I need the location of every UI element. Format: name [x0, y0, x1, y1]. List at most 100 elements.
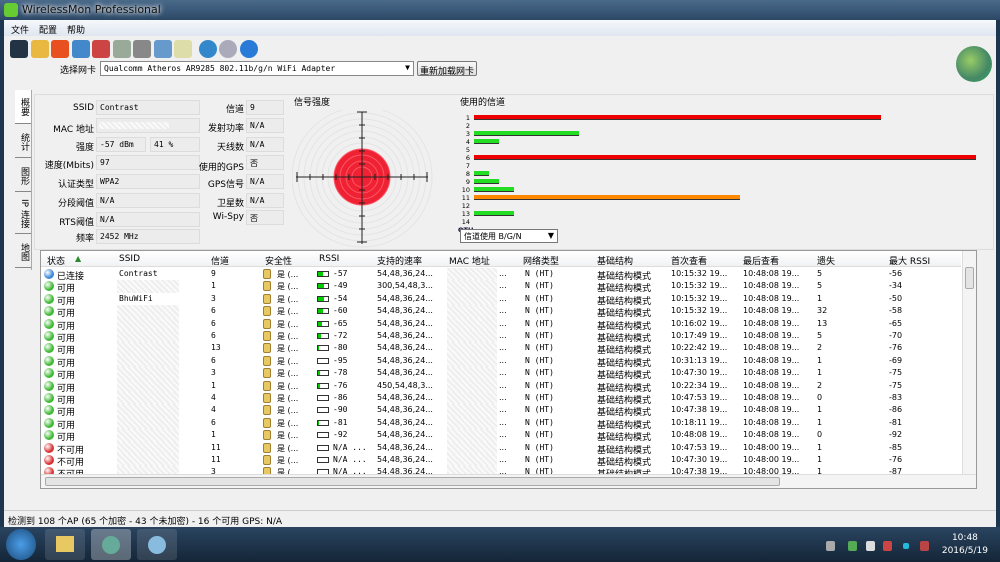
- security: 是 (...: [277, 406, 299, 416]
- txpower-value: N/A: [246, 118, 284, 133]
- last-seen: 10:48:08 19...: [743, 368, 800, 378]
- ssid-redacted: [117, 342, 179, 355]
- column-header[interactable]: 最后查看: [743, 257, 780, 267]
- vertical-scrollbar[interactable]: [962, 251, 976, 475]
- max-rssi: -56: [889, 269, 903, 278]
- table-row[interactable]: 可用 4 是 (... -90 54,48,36,24...... N (HT) 基础结构模…: [41, 404, 961, 419]
- menu-help[interactable]: 帮助: [67, 26, 86, 36]
- channel: 1: [211, 380, 216, 390]
- lock-icon: [263, 269, 271, 279]
- table-row[interactable]: 可用 BhuWiFi 3 是 (... -54 54,48,36,24...... N (H…: [41, 292, 961, 307]
- satellites-value: N/A: [246, 193, 284, 208]
- wirelessmon-tray-icon[interactable]: [848, 541, 857, 551]
- ap-list: 状态 SSID 信道 安全性 RSSI 支持的速率 MAC 地址 网络类型 基础结构 首次查看 最后…: [40, 250, 977, 489]
- help-icon[interactable]: [239, 40, 258, 58]
- target-icon[interactable]: [51, 40, 69, 58]
- tab-summary[interactable]: 概要: [15, 90, 31, 124]
- lost: 5: [817, 281, 823, 291]
- channel: 6: [211, 306, 216, 316]
- connect-icon[interactable]: [71, 40, 90, 58]
- menu-config[interactable]: 配置: [39, 26, 58, 36]
- table-row[interactable]: 可用 6 是 (... -65 54,48,36,24...... N (HT) 基础结构模…: [41, 317, 961, 332]
- reload-adapter-button[interactable]: 重新加载网卡: [417, 61, 477, 77]
- column-header[interactable]: MAC 地址: [449, 257, 490, 267]
- column-header[interactable]: 状态: [47, 257, 66, 267]
- column-header[interactable]: RSSI: [319, 254, 340, 264]
- explorer-taskbar-icon[interactable]: [45, 529, 85, 560]
- adapter-select[interactable]: Qualcomm Atheros AR9285 802.11b/g/n WiFi…: [100, 61, 414, 76]
- lost: 1: [817, 467, 823, 477]
- stop-log-icon[interactable]: [133, 40, 151, 58]
- open-folder-icon[interactable]: [30, 40, 49, 58]
- column-header[interactable]: 安全性: [265, 257, 293, 267]
- column-header[interactable]: 支持的速率: [377, 257, 423, 267]
- frag-value: N/A: [96, 193, 200, 208]
- table-row[interactable]: 可用 4 是 (... -86 54,48,36,24...... N (HT) 基础结构模…: [41, 392, 961, 406]
- clock-time: 10:48: [951, 533, 978, 543]
- scroll-thumb[interactable]: [965, 267, 974, 289]
- rssi-fill: [318, 383, 320, 388]
- table-row[interactable]: 可用 6 是 (... -60 54,48,36,24...... N (HT) 基础结构模…: [41, 305, 961, 319]
- first-seen: 10:15:32 19...: [671, 306, 728, 316]
- column-header[interactable]: 信道: [211, 257, 230, 267]
- table-row[interactable]: 可用 1 是 (... -76 450,54,48,3...... N (HT) 基础结构模…: [41, 379, 961, 394]
- strength-percent: 41 %: [150, 137, 200, 152]
- horizontal-scrollbar[interactable]: [41, 474, 976, 488]
- column-header[interactable]: 遗失: [817, 257, 836, 267]
- app-icon: [4, 3, 18, 17]
- table-row[interactable]: 可用 6 是 (... -72 54,48,36,24...... N (HT) 基础结构模…: [41, 330, 961, 344]
- table-row[interactable]: 可用 13 是 (... -80 54,48,36,24...... N (HT) 基础结构…: [41, 342, 961, 356]
- column-header[interactable]: 基础结构: [597, 257, 634, 267]
- column-header[interactable]: SSID: [119, 254, 141, 264]
- mac-ellipsis: ...: [499, 455, 507, 464]
- first-seen: 10:15:32 19...: [671, 269, 728, 278]
- taskbar: 10:48 2016/5/19: [0, 527, 1000, 562]
- status-text: 不可用: [57, 445, 85, 456]
- ssid-value: Contrast: [96, 100, 200, 115]
- max-rssi: -65: [889, 318, 903, 328]
- table-row[interactable]: 可用 6 是 (... -81 54,48,36,24...... N (HT) 基础结构模…: [41, 416, 961, 431]
- globe-icon[interactable]: [198, 40, 217, 58]
- channel-label: 3: [465, 130, 470, 138]
- wirelessmon-taskbar-icon[interactable]: [91, 529, 131, 560]
- battery-tray-icon[interactable]: [866, 541, 875, 551]
- column-header[interactable]: 首次查看: [671, 257, 708, 267]
- tab-graph[interactable]: 图形: [15, 160, 31, 192]
- infrastructure: 基础结构模式: [597, 408, 652, 419]
- network-tray-icon[interactable]: [903, 543, 909, 549]
- action-center-tray-icon[interactable]: [920, 541, 929, 551]
- table-row[interactable]: 可用 1 是 (... -92 54,48,36,24...... N (HT) 基础结构模…: [41, 429, 961, 443]
- rssi: -49: [333, 281, 348, 291]
- tab-statistics[interactable]: 统计: [15, 126, 31, 158]
- column-header[interactable]: 网络类型: [523, 257, 560, 267]
- rssi: -90: [333, 405, 348, 415]
- table-row[interactable]: 可用 3 是 (... -78 54,48,36,24...... N (HT) 基础结构模…: [41, 367, 961, 381]
- volume-tray-icon[interactable]: [883, 541, 892, 551]
- ssid-redacted: [117, 317, 179, 330]
- rssi-bar-icon: [317, 271, 329, 277]
- info-icon[interactable]: [219, 40, 237, 58]
- channel-label: 11: [461, 194, 470, 202]
- table-row[interactable]: 不可用 11 是 (... N/A ... 54,48,36,24...... N (HT…: [41, 441, 961, 456]
- tab-map[interactable]: 地图: [15, 236, 31, 268]
- hscroll-thumb[interactable]: [45, 477, 780, 486]
- table-row[interactable]: 已连接 Contrast 9 是 (... -57 54,48,36,24...... N …: [41, 268, 961, 282]
- clock[interactable]: 10:48 2016/5/19: [942, 532, 988, 558]
- start-button[interactable]: [6, 529, 36, 560]
- disconnect-icon[interactable]: [92, 40, 110, 58]
- channel-usage-select[interactable]: 信道使用 B/G/N ▼: [460, 229, 558, 243]
- paint-taskbar-icon[interactable]: [137, 529, 177, 560]
- play-log-icon[interactable]: [112, 40, 131, 58]
- keyboard-tray-icon[interactable]: [826, 541, 835, 551]
- save-icon[interactable]: [10, 40, 28, 58]
- column-header[interactable]: 最大 RSSI: [889, 257, 931, 267]
- table-row[interactable]: 可用 1 是 (... -49 300,54,48,3...... N (HT) 基础结构模…: [41, 280, 961, 294]
- checklist-icon[interactable]: [153, 40, 172, 58]
- menu-file[interactable]: 文件: [11, 26, 30, 36]
- tab-ip-connection[interactable]: IP 连接: [15, 194, 31, 234]
- table-row[interactable]: 可用 6 是 (... -95 54,48,36,24...... N (HT) 基础结构模…: [41, 354, 961, 369]
- channel-value: 9: [246, 100, 284, 115]
- channel: 9: [211, 269, 216, 278]
- table-row[interactable]: 不可用 11 是 (... N/A ... 54,48,36,24...... N (HT…: [41, 454, 961, 468]
- clipboard-icon[interactable]: [174, 40, 192, 58]
